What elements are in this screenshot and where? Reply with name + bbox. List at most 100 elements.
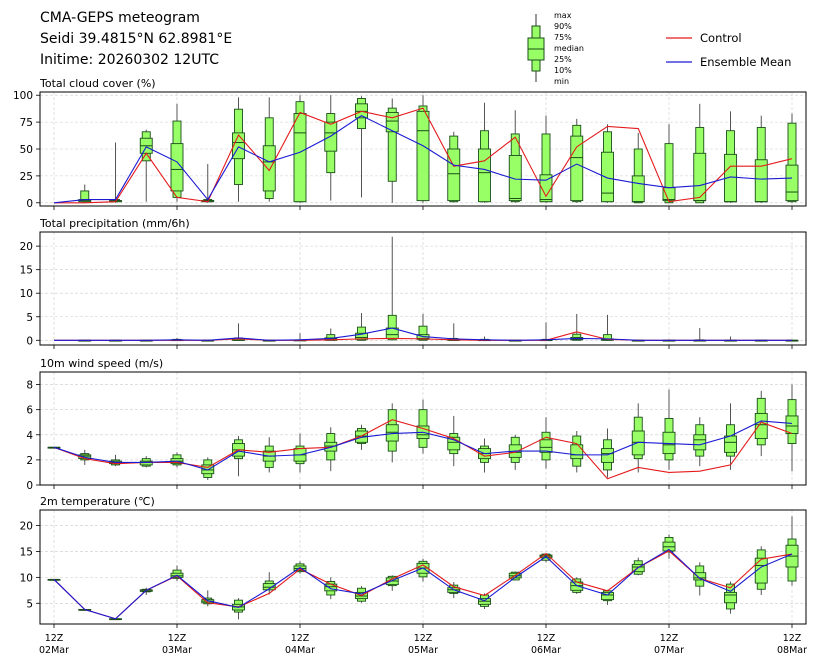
figure-title: CMA-GEPS meteogram Seidi 39.4815°N 62.89… [40,10,232,68]
wind-frame [39,371,807,486]
box-13 [447,323,461,341]
box-25-75 [754,412,768,439]
temp-panel-title: 2m temperature (℃) [40,495,155,508]
box-25-75 [785,415,799,434]
x-tick-label-hour: 12Z [45,633,64,644]
x-tick-label-hour: 12Z [537,633,556,644]
box-7 [262,437,276,473]
box-23 [754,115,768,203]
box-10 [355,312,368,341]
x-tick-label-date: 07Mar [654,645,684,656]
x-tick-label-date: 03Mar [162,645,192,656]
box-17 [570,431,584,473]
y-tick-label: 10 [20,572,33,584]
box-21 [693,328,707,342]
box-11 [385,236,399,341]
box-20 [662,389,676,470]
box-25-75 [570,444,584,460]
box-22 [724,111,737,203]
precip-panel-title: Total precipitation (mm/6h) [39,217,190,230]
x-tick-label-hour: 12Z [414,633,433,644]
legend-label-min: min [554,77,569,86]
temp-mean-line [53,548,793,620]
box-12 [416,95,430,203]
box-21 [693,103,707,204]
box-8 [293,433,307,473]
y-tick-label: 25 [20,171,33,183]
box-14 [478,102,491,203]
box-18 [601,314,614,341]
box-25-75 [601,151,614,203]
y-tick-label: 75 [20,117,33,129]
title-line-2: Seidi 39.4815°N 62.8981°E [40,31,232,47]
box-17 [570,313,584,341]
box-6 [232,97,245,202]
box-16 [539,115,553,203]
wind-panel-title: 10m wind speed (m/s) [40,357,163,370]
precip-panel: Total precipitation (mm/6h) 0 5 10 15 20 [20,217,807,349]
box-4 [170,103,184,202]
legend-box-icon [527,14,545,82]
x-tick-label-date: 05Mar [408,645,438,656]
box-11 [385,403,399,463]
box-16 [539,322,553,342]
box-25-75 [693,434,707,451]
y-tick-label: 5 [26,312,33,324]
y-tick-label: 20 [20,521,33,533]
y-tick-label: 8 [26,380,33,392]
precip-frame [39,231,807,346]
box-25-75 [416,110,430,202]
temp-panel: 2m temperature (℃)510152012Z02Mar12Z03Ma… [20,495,807,656]
y-tick-label: 15 [20,546,33,558]
box-25-75 [601,448,614,463]
title-line-3: Initime: 20260302 12UTC [40,52,219,68]
box-13 [447,131,461,203]
box-24 [785,516,799,586]
box-24 [785,384,799,472]
box-22 [724,581,737,614]
y-tick-label: 2 [26,455,33,467]
box-25-75 [570,135,584,202]
legend-label-max: max [554,11,572,20]
box-25-75 [539,174,553,203]
box-4 [170,452,184,468]
box-25-75 [601,591,614,601]
box-19 [631,403,645,473]
y-tick-label: 15 [20,265,33,277]
x-tick-label-hour: 12Z [660,633,679,644]
box-8 [293,95,307,203]
legend: max 90% 75% median 25% 10% min Control E… [527,11,791,86]
box-9 [324,95,338,201]
box-25-75 [662,187,676,202]
box-2 [109,142,122,203]
legend-label-p90: 90% [554,22,572,31]
box-24 [785,113,799,203]
precip-boxes [78,236,799,342]
y-tick-label: 6 [26,405,33,417]
x-tick-label-date: 06Mar [531,645,561,656]
box-3 [139,129,153,202]
box-7 [262,97,276,202]
box-22 [724,403,737,470]
box-19 [631,132,645,204]
box-20 [662,124,676,204]
x-tick-label-hour: 12Z [168,633,187,644]
x-tick-label-hour: 12Z [783,633,802,644]
box-23 [754,546,768,595]
cloud-mean-line [53,115,793,204]
box-18 [601,589,614,605]
cloud-control-line [54,107,793,204]
wind-control-line [53,419,793,480]
precip-mean-line [54,327,792,341]
y-tick-label: 0 [26,198,33,210]
wind-panel: 10m wind speed (m/s) 0 2 4 6 8 [26,357,807,492]
legend-control-label: Control [700,31,742,45]
legend-mean-label: Ensemble Mean [700,55,791,69]
box-5 [201,164,215,203]
box-25-75 [262,145,276,192]
box-25-75 [693,572,707,581]
cloud-panel: Total cloud cover (%) 0 25 50 75 100 [13,77,807,210]
y-tick-label: 20 [20,241,33,253]
y-tick-label: 0 [26,335,33,347]
legend-label-p25: 25% [554,55,572,64]
